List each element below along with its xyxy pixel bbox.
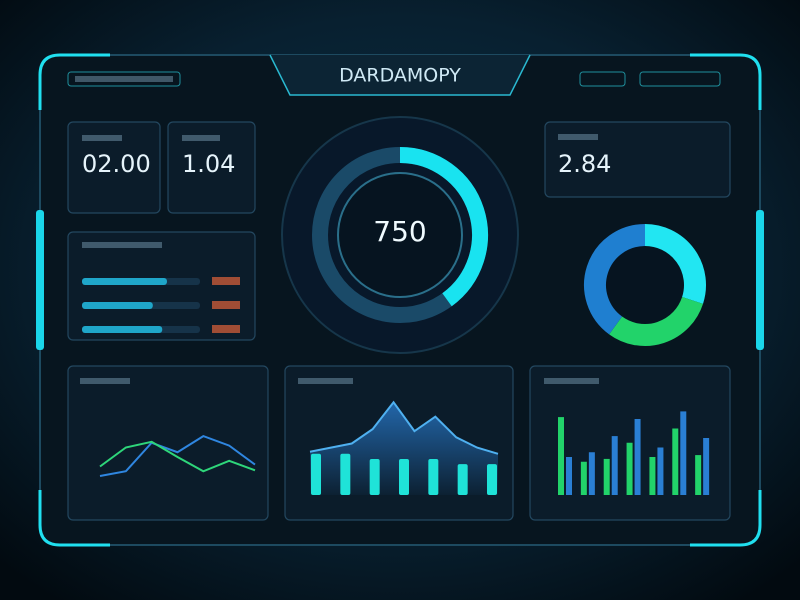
illegible-text xyxy=(82,242,162,248)
illegible-text xyxy=(298,378,353,384)
line-series xyxy=(99,440,256,473)
donut-segment xyxy=(584,224,646,335)
bar xyxy=(703,438,710,495)
area-fill xyxy=(310,402,498,495)
line-chart-panel xyxy=(67,365,269,521)
bar xyxy=(399,458,409,495)
bar xyxy=(695,455,702,495)
bar xyxy=(580,461,587,495)
gauge-arc xyxy=(399,147,488,307)
bar xyxy=(566,457,572,495)
bar xyxy=(649,457,656,495)
title: DARDAMOPY xyxy=(339,65,461,87)
bar xyxy=(311,453,321,495)
illegible-text xyxy=(82,135,122,141)
illegible-text xyxy=(212,301,240,309)
donut-segment xyxy=(644,224,706,304)
bar xyxy=(588,452,595,495)
illegible-text xyxy=(80,378,130,384)
stat-panel xyxy=(544,121,731,198)
bar xyxy=(487,464,497,495)
bar xyxy=(672,428,679,495)
progress-fill xyxy=(82,302,153,309)
bar xyxy=(657,447,664,495)
bar xyxy=(340,453,351,495)
stat-panel xyxy=(167,121,256,214)
bar xyxy=(428,458,439,495)
side-accent xyxy=(756,210,764,350)
header-pill xyxy=(579,71,626,87)
bar xyxy=(457,464,468,495)
frame-corners xyxy=(38,53,762,547)
side-accent xyxy=(36,210,44,350)
bar xyxy=(369,458,380,495)
bar xyxy=(558,417,564,495)
bar xyxy=(626,442,633,495)
line-series xyxy=(99,434,256,477)
header-tab xyxy=(269,54,531,96)
header-pill xyxy=(67,71,181,87)
progress-fill xyxy=(82,326,163,333)
illegible-text xyxy=(544,378,599,384)
illegible-text xyxy=(558,134,598,140)
gauge-core xyxy=(337,172,463,298)
illegible-text xyxy=(212,277,240,285)
area-line xyxy=(309,400,499,455)
stat-value: 1.04 xyxy=(182,150,235,178)
illegible-text xyxy=(212,325,240,333)
stat-value: 02.00 xyxy=(82,150,151,178)
bar xyxy=(680,411,687,495)
donut-segment xyxy=(609,296,704,346)
progress-panel xyxy=(67,231,256,341)
illegible-text xyxy=(182,135,220,141)
bar xyxy=(611,436,618,495)
bar xyxy=(603,458,610,495)
progress-fill xyxy=(82,278,167,285)
illegible-text xyxy=(75,76,173,82)
bar xyxy=(634,419,641,495)
gauge-value: 750 xyxy=(373,215,426,248)
header-pill xyxy=(639,71,721,87)
stat-panel xyxy=(67,121,161,214)
stat-value: 2.84 xyxy=(558,150,611,178)
